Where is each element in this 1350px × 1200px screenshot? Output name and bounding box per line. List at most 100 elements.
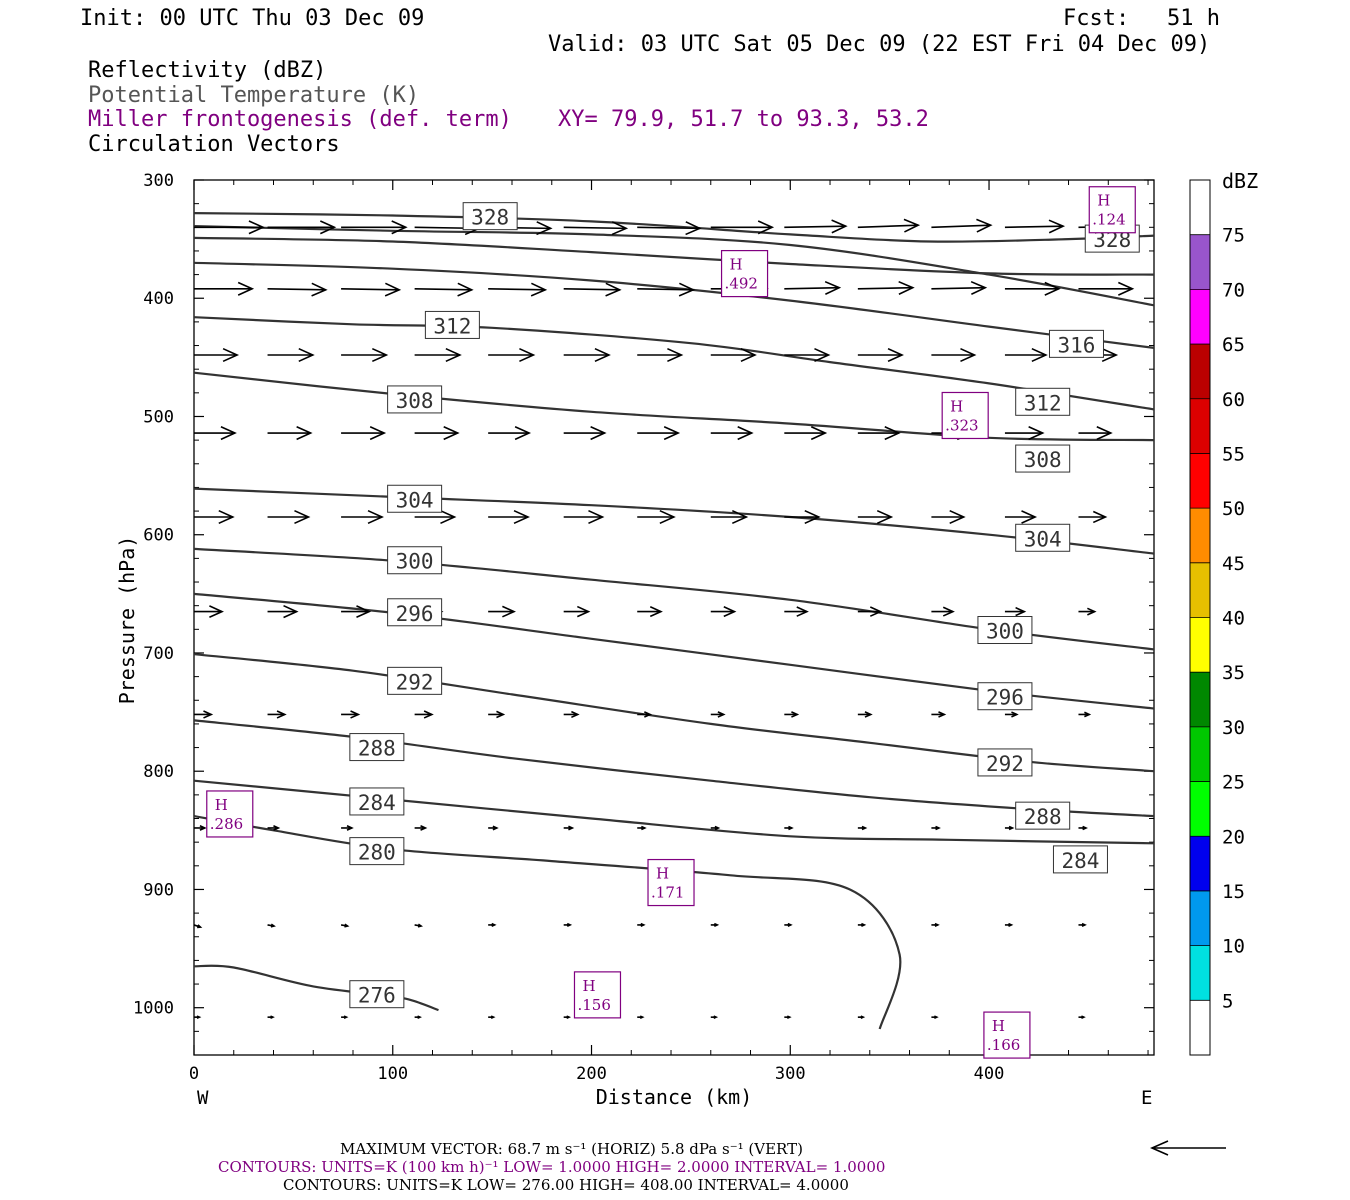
vector-shaft xyxy=(857,286,913,290)
field-circulation-vectors: Circulation Vectors xyxy=(88,132,340,157)
vector-head xyxy=(611,221,629,236)
vector-head xyxy=(869,606,883,617)
vector-head xyxy=(356,605,372,618)
circulation-vector xyxy=(1004,281,1061,296)
vector-head xyxy=(350,710,361,719)
contour-label-box xyxy=(977,682,1033,711)
vector-head xyxy=(417,923,424,928)
contour-label-text: 280 xyxy=(358,841,396,865)
vector-head xyxy=(861,825,868,831)
contour-label-box xyxy=(1048,329,1104,358)
circulation-vector xyxy=(931,218,993,233)
contour-label-text: 312 xyxy=(1024,391,1062,415)
vector-head xyxy=(1096,426,1113,441)
colorbar-label: 55 xyxy=(1222,443,1245,465)
vector-head xyxy=(934,922,940,927)
colorbar-label: 30 xyxy=(1222,717,1245,739)
contour-label-box xyxy=(977,748,1033,777)
circulation-vector xyxy=(267,347,315,363)
vector-head xyxy=(1021,510,1038,524)
colorbar-segment xyxy=(1190,836,1210,891)
vector-head xyxy=(1028,426,1045,441)
circulation-vector xyxy=(194,509,235,525)
circulation-vector xyxy=(637,509,676,525)
vector-head xyxy=(496,710,506,719)
circulation-vector xyxy=(857,1015,866,1019)
circulation-vector xyxy=(414,710,434,719)
circulation-vector xyxy=(857,509,894,525)
frontogenesis-h-label: H xyxy=(730,256,743,274)
theta-contour-284 xyxy=(193,779,1155,845)
reference-vector xyxy=(1150,1140,1226,1156)
colorbar-segment xyxy=(1190,234,1210,290)
colorbar-label: 65 xyxy=(1222,334,1245,356)
plot-frame xyxy=(193,179,1155,1056)
vector-head xyxy=(1101,347,1119,363)
frontogenesis-max: H.156 xyxy=(573,971,622,1019)
circulation-vector xyxy=(1078,510,1108,524)
cross-section-endpoints: XY= 79.9, 51.7 to 93.3, 53.2 xyxy=(558,107,929,132)
vector-head xyxy=(787,922,793,927)
vector-shaft xyxy=(1004,225,1064,229)
circulation-vector xyxy=(784,825,794,831)
circulation-vector xyxy=(341,220,408,235)
circulation-vector xyxy=(857,606,883,617)
vector-head xyxy=(861,922,867,927)
circulation-vector xyxy=(341,509,384,525)
theta-contour-304 xyxy=(193,487,1155,555)
vector-head xyxy=(757,220,775,235)
vector-head xyxy=(371,347,389,363)
init-time: Init: 00 UTC Thu 03 Dec 09 xyxy=(80,6,424,31)
circulation-vector xyxy=(267,825,281,831)
vector-head xyxy=(273,825,281,831)
theta-contour-324 xyxy=(193,225,1155,307)
vector-head xyxy=(1081,1015,1086,1019)
circulation-vector xyxy=(637,1015,645,1019)
circulation-vector xyxy=(267,426,313,441)
vector-head xyxy=(934,1015,939,1019)
circulation-vector xyxy=(784,1015,792,1019)
colorbar-label: 5 xyxy=(1222,990,1233,1012)
theta-contour-312 xyxy=(193,316,1155,411)
frontogenesis-value: .492 xyxy=(725,275,758,293)
contour-label-text: 284 xyxy=(1061,849,1099,873)
vector-shaft xyxy=(637,226,700,230)
theta-contours xyxy=(193,212,1155,1030)
vector-head xyxy=(530,282,548,297)
vector-head xyxy=(814,347,831,363)
x-tick-label: 0 xyxy=(189,1064,199,1084)
vector-head xyxy=(1008,922,1014,927)
circulation-vector xyxy=(857,426,901,441)
vector-head xyxy=(367,509,384,525)
colorbar-segment xyxy=(1190,562,1210,618)
circulation-vector xyxy=(1004,347,1048,363)
vector-shaft xyxy=(488,287,546,291)
circulation-vector xyxy=(194,220,265,235)
circulation-vector xyxy=(414,825,428,831)
vector-head xyxy=(644,711,653,718)
frontogenesis-max: H.323 xyxy=(941,391,989,440)
colorbar-label: 10 xyxy=(1222,936,1245,958)
vector-head xyxy=(740,347,757,363)
vector-head xyxy=(786,1015,792,1019)
vector-head xyxy=(571,710,580,719)
contour-label: 296 xyxy=(977,682,1033,711)
y-axis-title: Pressure (hPa) xyxy=(115,536,139,705)
circulation-vector xyxy=(488,282,548,297)
circulation-vector xyxy=(194,825,207,831)
vector-head xyxy=(319,220,337,235)
vector-head xyxy=(685,221,702,236)
vector-head xyxy=(220,426,237,441)
contour-label-text: 308 xyxy=(1024,448,1062,472)
circulation-vector xyxy=(710,711,726,718)
x-tick-label: 100 xyxy=(377,1064,408,1084)
circulation-vector xyxy=(784,509,821,525)
vector-head xyxy=(536,221,553,236)
circulation-vector xyxy=(194,347,240,363)
vector-shaft xyxy=(414,287,472,291)
colorbar-segment xyxy=(1190,672,1210,727)
circulation-vector xyxy=(784,280,842,296)
vector-head xyxy=(490,1015,496,1019)
circulation-vector xyxy=(784,606,809,617)
